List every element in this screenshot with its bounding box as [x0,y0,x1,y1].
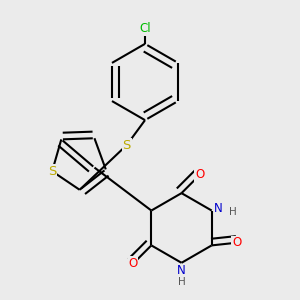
Text: O: O [128,257,138,270]
Text: H: H [178,277,185,287]
Text: O: O [232,236,241,249]
Text: H: H [229,207,237,217]
Text: N: N [214,202,223,215]
Text: S: S [123,139,131,152]
Text: Cl: Cl [139,22,151,35]
Text: N: N [177,265,186,278]
Text: S: S [48,165,56,178]
Text: O: O [195,168,204,182]
